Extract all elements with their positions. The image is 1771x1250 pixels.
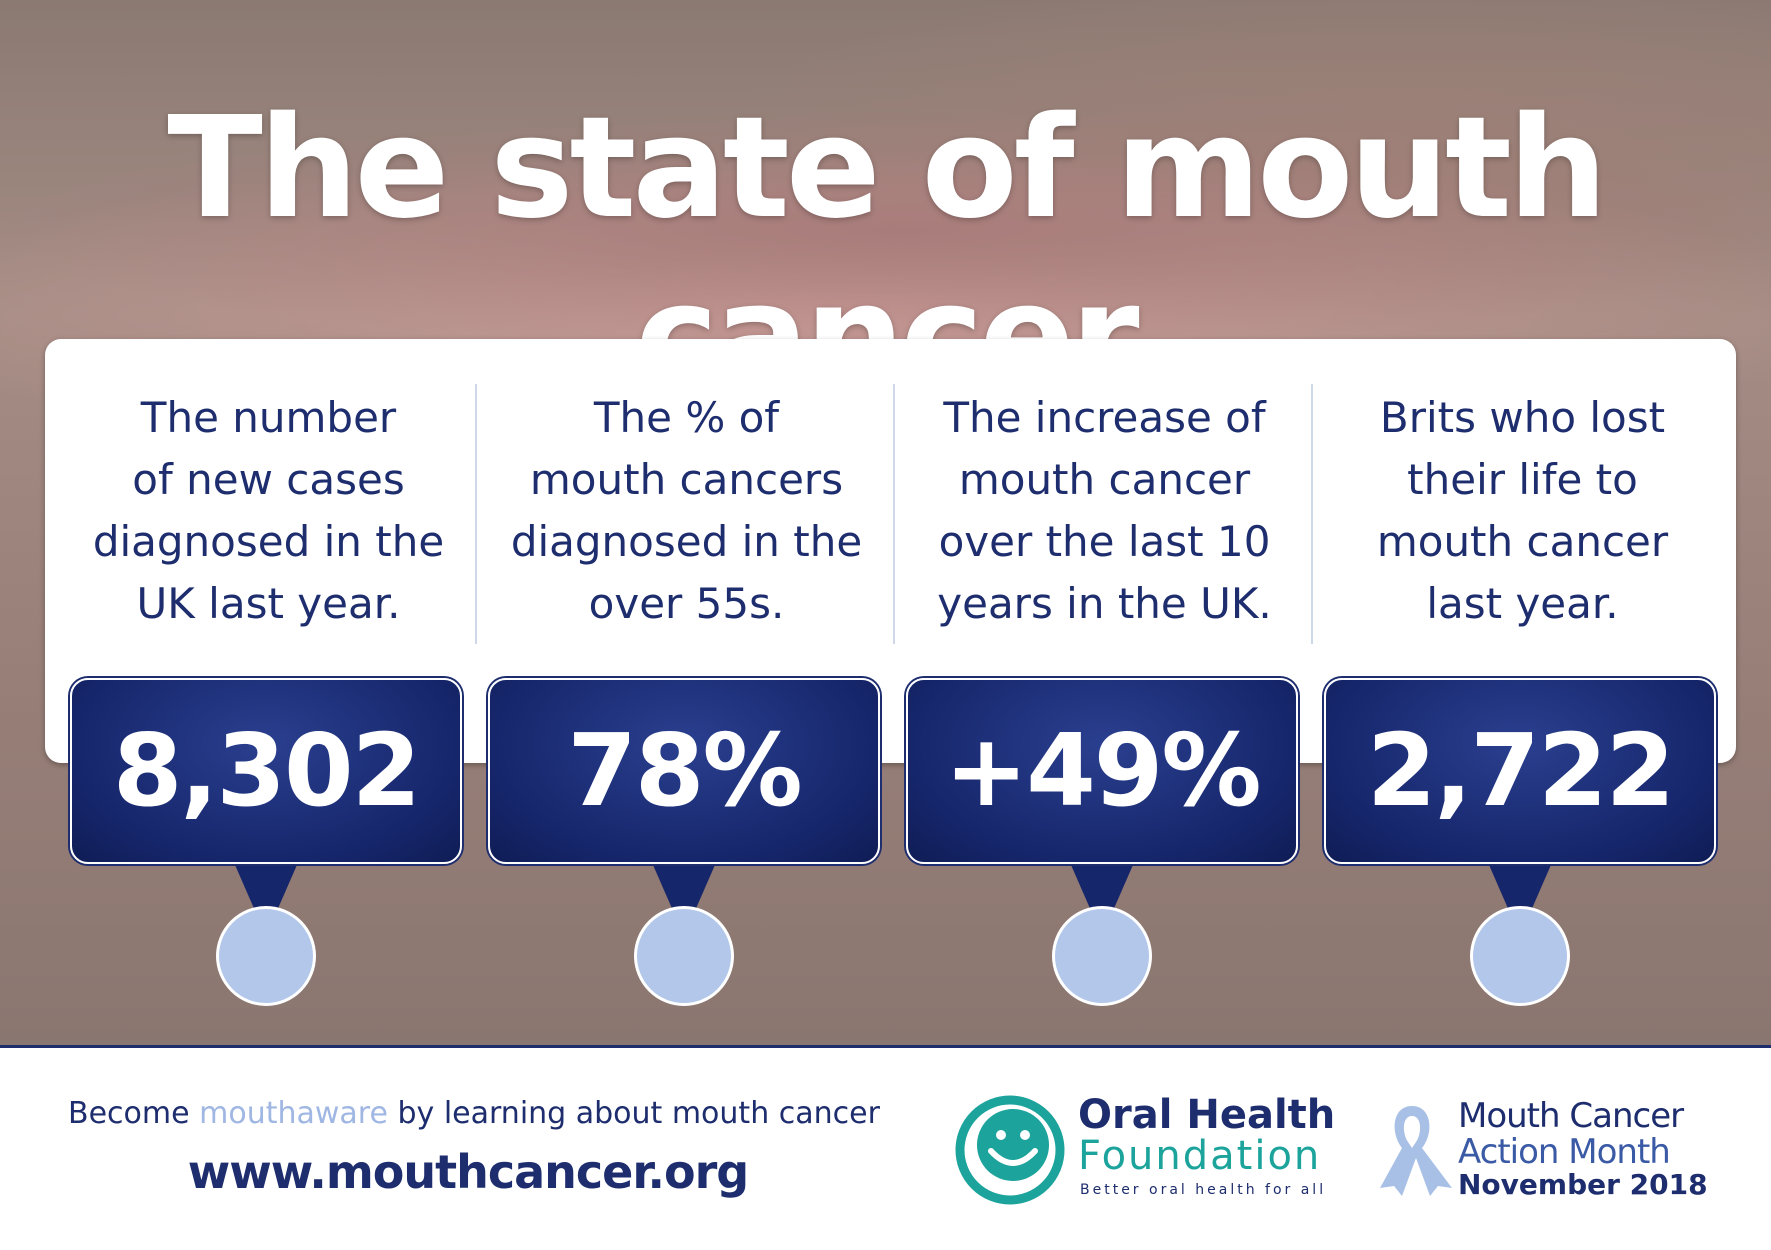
stat-value: 78% — [488, 678, 880, 864]
description-line: last year. — [1426, 579, 1619, 628]
description-line: their life to — [1407, 455, 1638, 504]
stat-description: Brits who lost their life to mouth cancer l… — [1311, 387, 1734, 635]
footer-divider — [0, 1045, 1771, 1048]
stat-value: 8,302 — [70, 678, 462, 864]
stat-value: 2,722 — [1324, 678, 1716, 864]
ohf-slogan: Better oral health for all — [1080, 1182, 1327, 1198]
description-line: UK last year. — [136, 579, 401, 628]
stat-description: The number of new cases diagnosed in the UK… — [57, 387, 480, 635]
tagline-text: by learning about mouth cancer — [397, 1096, 880, 1131]
description-line: of new cases — [132, 455, 405, 504]
ohf-logo-icon — [955, 1095, 1065, 1205]
callout-dot — [216, 906, 316, 1006]
callout-dot — [634, 906, 734, 1006]
column-divider — [893, 384, 895, 644]
tagline-text: Become — [68, 1096, 190, 1131]
callout-dot — [1052, 906, 1152, 1006]
column-divider — [475, 384, 477, 644]
description-line: The increase of — [943, 393, 1266, 442]
description-line: mouth cancer — [958, 455, 1251, 504]
mcam-name: Action Month — [1458, 1132, 1671, 1172]
ribbon-icon — [1380, 1106, 1452, 1196]
ohf-name: Oral Health — [1078, 1092, 1336, 1138]
stat-description: The increase of mouth cancer over the last… — [893, 387, 1316, 635]
stat-value: +49% — [906, 678, 1298, 864]
description-line: over 55s. — [588, 579, 785, 628]
website-link[interactable]: www.mouthcancer.org — [187, 1145, 749, 1199]
column-divider — [1311, 384, 1313, 644]
callout-dot — [1470, 906, 1570, 1006]
tagline: Become mouthaware by learning about mout… — [68, 1096, 880, 1131]
description-line: Brits who lost — [1379, 393, 1666, 442]
description-line: diagnosed in the — [92, 517, 445, 566]
tagline-highlight: mouthaware — [199, 1096, 388, 1131]
description-line: over the last 10 — [938, 517, 1271, 566]
description-line: The number — [140, 393, 397, 442]
mcam-date: November 2018 — [1458, 1168, 1708, 1201]
description-line: mouth cancer — [1376, 517, 1669, 566]
description-line: mouth cancers — [529, 455, 844, 504]
description-line: diagnosed in the — [510, 517, 863, 566]
mcam-name: Mouth Cancer — [1458, 1096, 1684, 1136]
stat-description: The % of mouth cancers diagnosed in the ove… — [475, 387, 898, 635]
ohf-name: Foundation — [1078, 1133, 1322, 1179]
description-line: The % of — [593, 393, 780, 442]
title: The state of mouth cancer — [167, 87, 1607, 418]
description-line: years in the UK. — [937, 579, 1272, 628]
